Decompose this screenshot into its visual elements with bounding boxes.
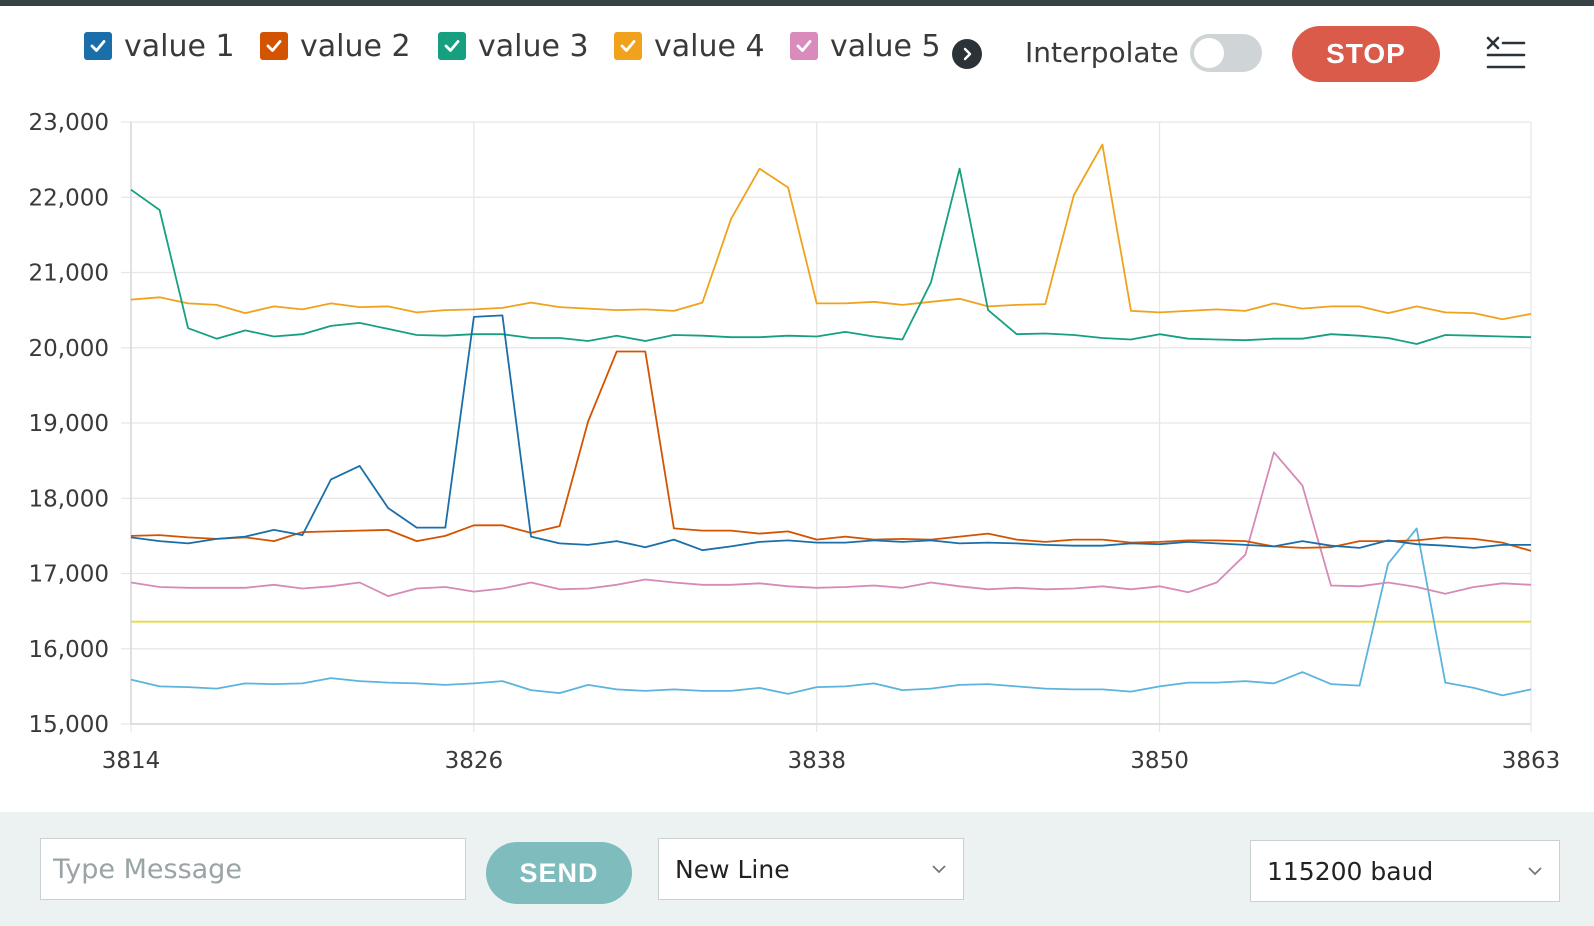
legend-item-2[interactable]: value 2 bbox=[260, 26, 411, 66]
line-ending-value: New Line bbox=[675, 854, 790, 884]
x-tick-label: 3826 bbox=[445, 748, 504, 774]
stop-button[interactable]: STOP bbox=[1292, 26, 1440, 82]
y-tick-label: 17,000 bbox=[29, 562, 109, 588]
y-tick-label: 23,000 bbox=[29, 110, 109, 136]
series-line-4 bbox=[130, 143, 1532, 321]
y-tick-label: 22,000 bbox=[29, 185, 109, 211]
chevron-down-icon bbox=[1528, 867, 1542, 876]
series-line-6 bbox=[130, 527, 1532, 697]
legend-label: value 1 bbox=[124, 28, 235, 64]
interpolate-toggle[interactable] bbox=[1190, 34, 1262, 72]
x-tick-label: 3838 bbox=[787, 748, 846, 774]
y-tick-label: 18,000 bbox=[29, 486, 109, 512]
plotter-chart: 23,000 22,000 21,000 20,000 19,000 18,000 17,0… bbox=[29, 110, 1561, 774]
legend-item-5[interactable]: value 5 bbox=[790, 26, 942, 66]
x-tick-label: 3850 bbox=[1130, 748, 1189, 774]
checkbox-icon[interactable] bbox=[790, 32, 818, 60]
x-tick-label: 3863 bbox=[1502, 748, 1561, 774]
x-tick-label: 3814 bbox=[102, 748, 161, 774]
y-tick-label: 19,000 bbox=[29, 411, 109, 437]
send-button[interactable]: SEND bbox=[486, 842, 632, 904]
checkbox-icon[interactable] bbox=[614, 32, 642, 60]
legend-item-1[interactable]: value 1 bbox=[84, 26, 235, 66]
toggle-knob bbox=[1194, 38, 1224, 68]
y-tick-label: 16,000 bbox=[29, 637, 109, 663]
message-input[interactable] bbox=[40, 838, 466, 900]
clear-list-icon[interactable] bbox=[1486, 36, 1526, 72]
checkbox-icon[interactable] bbox=[438, 32, 466, 60]
legend-label: value 2 bbox=[300, 28, 411, 64]
legend-item-4[interactable]: value 4 bbox=[614, 26, 765, 66]
interpolate-label: Interpolate bbox=[1025, 36, 1179, 69]
legend-label: value 5 bbox=[830, 28, 941, 64]
checkbox-icon[interactable] bbox=[260, 32, 288, 60]
legend-label: value 3 bbox=[478, 28, 589, 64]
legend-item-3[interactable]: value 3 bbox=[438, 26, 589, 66]
legend-label: value 4 bbox=[654, 28, 765, 64]
y-tick-label: 15,000 bbox=[29, 712, 109, 738]
series-line-5 bbox=[130, 451, 1532, 598]
legend-bar: value 1 value 2 value 3 value 4 value 5 bbox=[0, 6, 1594, 96]
baud-rate-select[interactable]: 115200 baud bbox=[1250, 840, 1560, 902]
line-ending-select[interactable]: New Line bbox=[658, 838, 964, 900]
y-tick-label: 20,000 bbox=[29, 336, 109, 362]
series-line-2 bbox=[130, 350, 1532, 552]
series-line-1 bbox=[130, 314, 1531, 552]
series-line-3 bbox=[130, 167, 1532, 345]
chevron-right-icon[interactable] bbox=[952, 39, 982, 69]
y-tick-label: 21,000 bbox=[29, 261, 109, 287]
chevron-down-icon bbox=[932, 865, 946, 874]
checkbox-icon[interactable] bbox=[84, 32, 112, 60]
window-top-strip bbox=[0, 0, 1594, 6]
baud-rate-value: 115200 baud bbox=[1267, 856, 1434, 886]
